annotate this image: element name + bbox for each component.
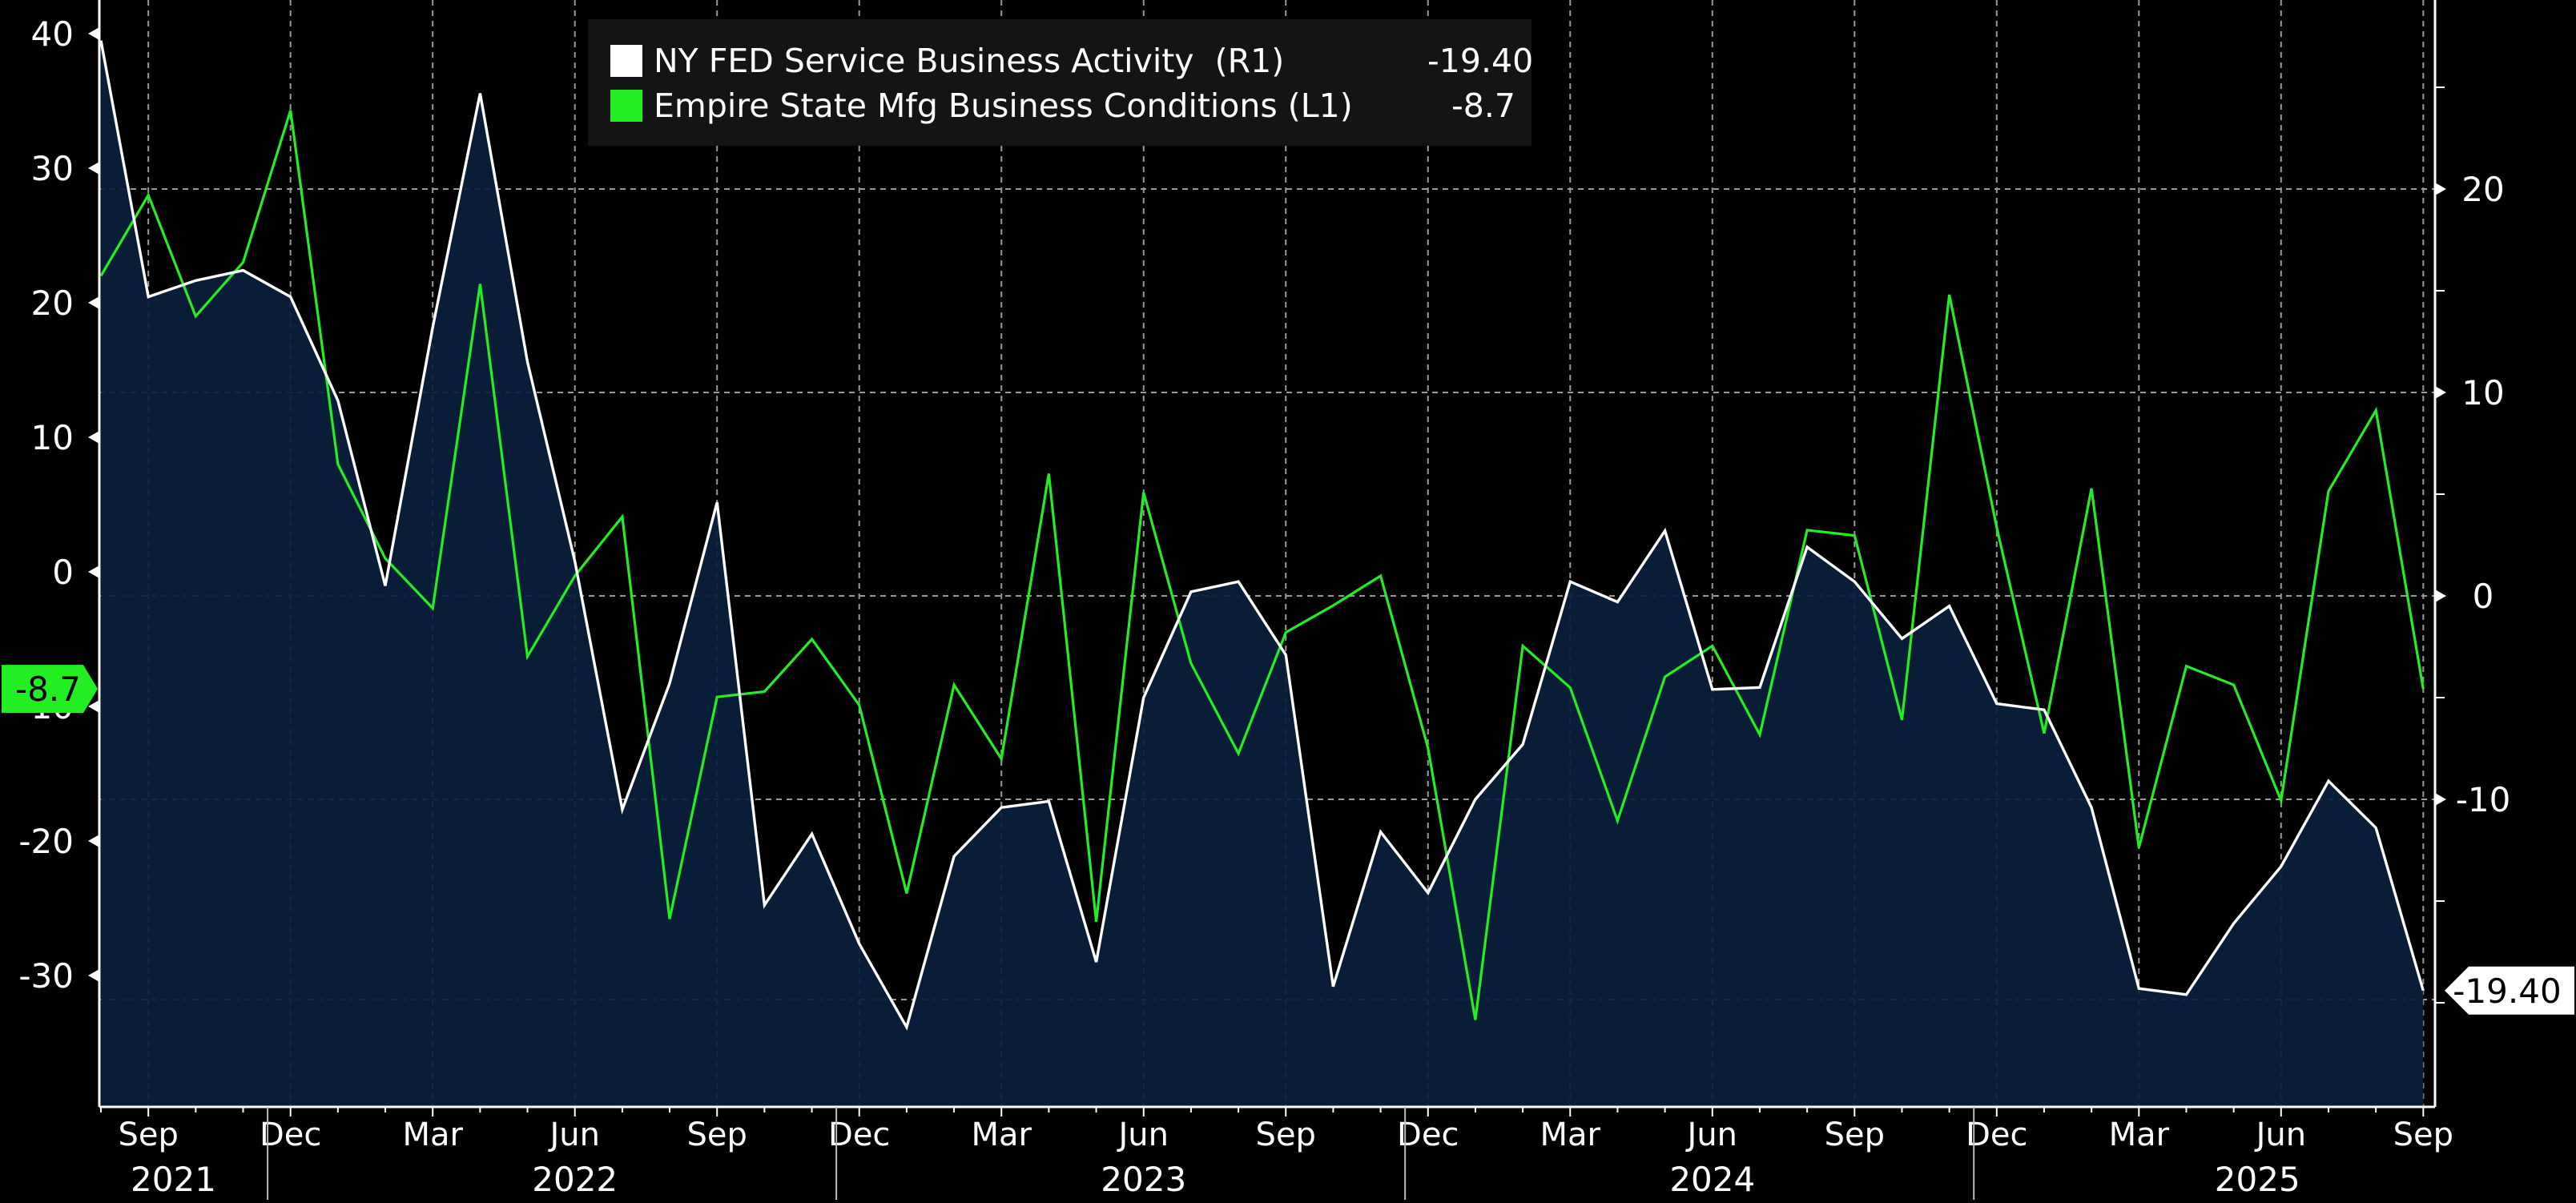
x-tick-label-9: Dec [1397, 1116, 1459, 1153]
left-value-tag-label: -8.7 [15, 670, 81, 709]
left-tick-label--20: -20 [18, 822, 74, 861]
legend-swatch-green [610, 90, 642, 122]
right-tick-10 [2435, 386, 2446, 399]
right-tick-label--10: -10 [2456, 780, 2511, 819]
x-tick-label-7: Jun [1116, 1116, 1169, 1153]
left-tick--10 [88, 700, 99, 713]
legend-value-empire-state-mfg: -8.7 [1451, 87, 1515, 125]
legend-item-ny-fed-service: NY FED Service Business Activity (R1) -1… [610, 37, 1533, 85]
x-tick-label-15: Jun [2254, 1116, 2307, 1153]
left-tick--20 [88, 835, 99, 847]
x-tick-label-4: Sep [687, 1116, 747, 1153]
legend-swatch-white [610, 45, 642, 77]
x-tick-label-13: Dec [1966, 1116, 2027, 1153]
left-tick-label-0: 0 [52, 553, 74, 592]
left-tick-20 [88, 296, 99, 309]
legend-label-ny-fed-service: NY FED Service Business Activity (R1) [654, 42, 1285, 80]
x-tick-label-14: Mar [2109, 1116, 2170, 1153]
x-tick-label-5: Dec [828, 1116, 890, 1153]
right-tick-label-20: 20 [2461, 170, 2504, 209]
line-ny-fed-service [99, 40, 2425, 1031]
x-tick-label-2: Mar [402, 1116, 463, 1153]
x-tick-label-3: Jun [547, 1116, 600, 1153]
line-empire-state-mfg [99, 110, 2425, 1020]
x-tick-label-16: Sep [2393, 1116, 2453, 1153]
x-tick-label-10: Mar [1540, 1116, 1601, 1153]
right-value-tag-label: -19.40 [2453, 972, 2561, 1011]
right-tick-label-0: 0 [2473, 577, 2494, 616]
year-label-4: 2025 [2215, 1160, 2300, 1199]
x-tick-label-1: Dec [260, 1116, 321, 1153]
left-tick-0 [88, 565, 99, 578]
x-tick-label-8: Sep [1256, 1116, 1316, 1153]
area-ny-fed-service [101, 40, 2424, 1108]
left-tick-label-10: 10 [31, 418, 74, 457]
left-tick-label--30: -30 [18, 956, 74, 996]
right-tick--10 [2435, 793, 2446, 806]
right-tick-label-10: 10 [2461, 373, 2504, 412]
x-tick-label-0: Sep [118, 1116, 178, 1153]
left-tick--30 [88, 969, 99, 982]
left-tick-label-20: 20 [31, 284, 74, 323]
year-label-1: 2022 [532, 1160, 618, 1199]
x-tick-label-12: Sep [1825, 1116, 1885, 1153]
left-tick-40 [88, 27, 99, 40]
left-tick-30 [88, 162, 99, 175]
legend: NY FED Service Business Activity (R1) -1… [588, 19, 1533, 146]
left-tick-label-30: 30 [31, 149, 74, 188]
left-value-tag [2, 665, 98, 714]
left-tick-10 [88, 431, 99, 444]
legend-item-empire-state-mfg: Empire State Mfg Business Conditions (L1… [610, 82, 1515, 130]
x-tick-label-6: Mar [971, 1116, 1032, 1153]
right-tick-20 [2435, 183, 2446, 195]
x-tick-label-11: Jun [1685, 1116, 1738, 1153]
year-label-2: 2023 [1101, 1160, 1186, 1199]
legend-label-empire-state-mfg: Empire State Mfg Business Conditions (L1… [654, 87, 1353, 125]
right-tick-0 [2435, 589, 2446, 602]
year-label-3: 2024 [1669, 1160, 1755, 1199]
left-tick-label-40: 40 [31, 14, 74, 54]
right-value-tag [2445, 966, 2574, 1015]
legend-value-ny-fed-service: -19.40 [1427, 42, 1534, 80]
year-label-0: 2021 [131, 1160, 216, 1199]
